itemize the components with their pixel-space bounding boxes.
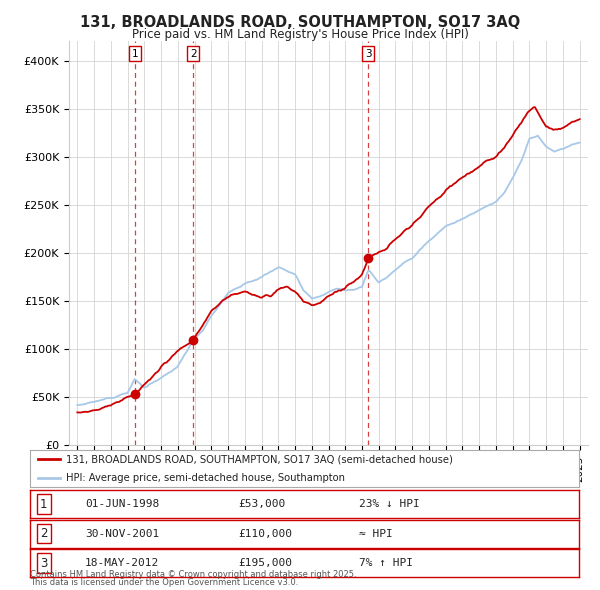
Text: 7% ↑ HPI: 7% ↑ HPI bbox=[359, 558, 413, 568]
Text: Contains HM Land Registry data © Crown copyright and database right 2025.: Contains HM Land Registry data © Crown c… bbox=[30, 571, 356, 579]
Text: 2: 2 bbox=[190, 49, 197, 59]
Text: This data is licensed under the Open Government Licence v3.0.: This data is licensed under the Open Gov… bbox=[30, 578, 298, 587]
Text: 23% ↓ HPI: 23% ↓ HPI bbox=[359, 499, 420, 509]
Text: 18-MAY-2012: 18-MAY-2012 bbox=[85, 558, 159, 568]
Text: 30-NOV-2001: 30-NOV-2001 bbox=[85, 529, 159, 539]
Text: ≈ HPI: ≈ HPI bbox=[359, 529, 393, 539]
Text: £110,000: £110,000 bbox=[239, 529, 293, 539]
Text: HPI: Average price, semi-detached house, Southampton: HPI: Average price, semi-detached house,… bbox=[65, 473, 344, 483]
Text: 3: 3 bbox=[40, 556, 47, 570]
Text: £53,000: £53,000 bbox=[239, 499, 286, 509]
Text: Price paid vs. HM Land Registry's House Price Index (HPI): Price paid vs. HM Land Registry's House … bbox=[131, 28, 469, 41]
Text: 3: 3 bbox=[365, 49, 371, 59]
Text: 1: 1 bbox=[40, 497, 47, 511]
Text: £195,000: £195,000 bbox=[239, 558, 293, 568]
Text: 2: 2 bbox=[40, 527, 47, 540]
Text: 131, BROADLANDS ROAD, SOUTHAMPTON, SO17 3AQ: 131, BROADLANDS ROAD, SOUTHAMPTON, SO17 … bbox=[80, 15, 520, 30]
Text: 1: 1 bbox=[131, 49, 138, 59]
Text: 01-JUN-1998: 01-JUN-1998 bbox=[85, 499, 159, 509]
Text: 131, BROADLANDS ROAD, SOUTHAMPTON, SO17 3AQ (semi-detached house): 131, BROADLANDS ROAD, SOUTHAMPTON, SO17 … bbox=[65, 454, 452, 464]
